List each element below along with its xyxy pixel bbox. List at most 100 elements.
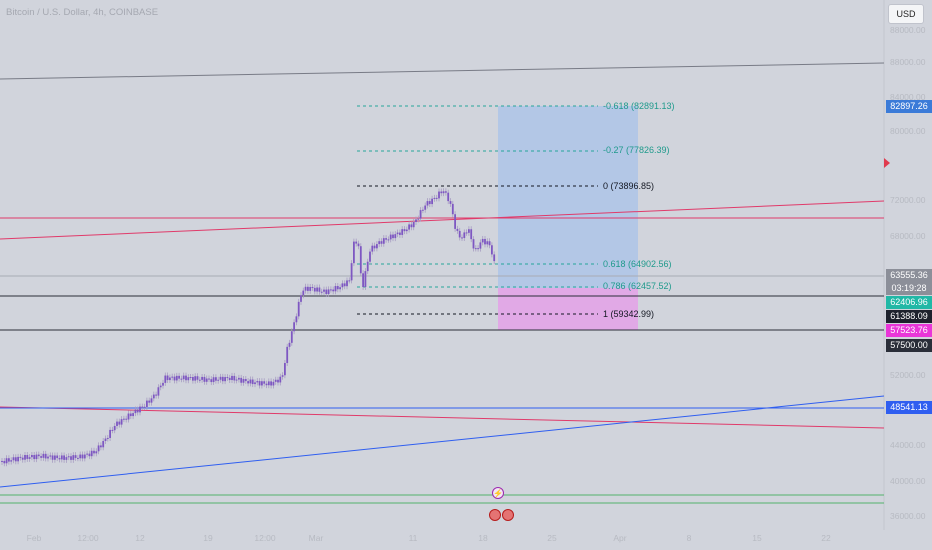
candle-body [33,454,36,460]
candle-body [350,263,353,281]
candle-body [247,381,249,384]
candle-body [336,286,339,290]
fib-label: 0 (73896.85) [603,181,655,191]
candle-body [353,241,355,264]
candle-body [318,287,321,292]
candle-body [297,301,300,317]
candle-body [180,378,183,380]
candle-body [235,379,238,381]
level-tag-dark: 57500.00 [886,339,932,352]
candle-body [442,191,445,194]
us-flag-event-icon[interactable] [489,509,501,521]
candle-body [267,381,270,386]
fib-label: 0.618 (64902.56) [603,259,672,269]
candle-body [185,375,187,381]
candle-body [164,375,167,383]
candle-body [256,381,259,383]
candle-body [182,375,185,380]
candle-body [270,381,272,386]
candle-body [221,376,224,382]
candle-body [37,454,40,457]
candle-body [493,254,496,262]
candle-body [208,378,210,380]
candle-body [129,413,132,417]
candle-body [348,280,351,282]
candle-body [205,378,208,382]
candle-body [472,239,475,249]
candle-body [215,377,217,381]
level-tag-black: 61388.09 [886,310,932,323]
candle-body [88,453,91,457]
candle-body [401,229,404,235]
candle-body [127,413,130,420]
candle-body [125,418,128,420]
candle-body [90,450,93,457]
candle-body [293,322,295,332]
candle-body [417,218,420,220]
level-tag-magenta: 57523.76 [886,324,932,337]
candle-body [399,232,401,235]
price-tick: 72000.00 [890,195,926,205]
candle-body [1,460,3,462]
candle-body [104,438,107,441]
candle-body [277,379,279,383]
candle-body [449,201,452,204]
candle-body [187,377,190,381]
candle-body [86,453,88,455]
level-tag-blue: 48541.13 [886,401,932,414]
candle-body [325,289,328,295]
level-tag-teal: 62406.96 [886,296,932,309]
currency-button[interactable]: USD [888,4,924,24]
candle-body [272,381,275,386]
candle-body [456,228,459,231]
candle-body [486,241,489,245]
fib-label: 1 (59342.99) [603,309,655,319]
candle-body [166,375,169,381]
candle-body [454,214,456,229]
candle-body [359,246,362,274]
candle-body [488,241,491,246]
candle-body [410,224,413,228]
blue-trend-line [0,395,885,488]
candle-body [178,375,180,379]
candle-body [371,245,374,252]
candle-body [424,205,427,210]
candle-body [396,232,399,235]
red-trend-line-lower [0,406,885,429]
candle-body [93,450,95,454]
candle-body [155,394,157,396]
candle-body [357,243,360,247]
candle-body [244,379,247,382]
candle-body [470,229,473,240]
candle-body [17,456,19,462]
price-tick: 88000.00 [890,25,926,35]
time-tick: 18 [478,533,488,543]
price-series [1,188,496,467]
fib-label: -0.618 (82891.13) [603,101,675,111]
candle-body [224,377,226,382]
candle-body [152,394,155,399]
candle-body [5,458,8,464]
candle-body [286,346,289,364]
time-tick: 25 [547,533,557,543]
candle-body [60,455,63,460]
candle-body [141,406,144,408]
lightning-event-icon[interactable]: ⚡ [492,487,504,499]
candle-body [422,209,424,211]
candle-body [12,457,15,461]
candle-body [132,413,134,417]
candle-body [364,271,367,287]
red-trend-line [0,200,885,240]
candle-body [169,377,171,381]
candle-body [284,363,286,376]
us-flag-event-icon[interactable] [502,509,514,521]
candle-body [263,381,266,384]
candle-body [445,191,447,193]
candle-body [366,261,369,272]
candle-body [194,376,197,381]
candle-body [58,458,61,460]
candle-body [212,377,215,383]
candle-body [67,456,70,458]
alert-marker-icon[interactable] [884,158,892,168]
